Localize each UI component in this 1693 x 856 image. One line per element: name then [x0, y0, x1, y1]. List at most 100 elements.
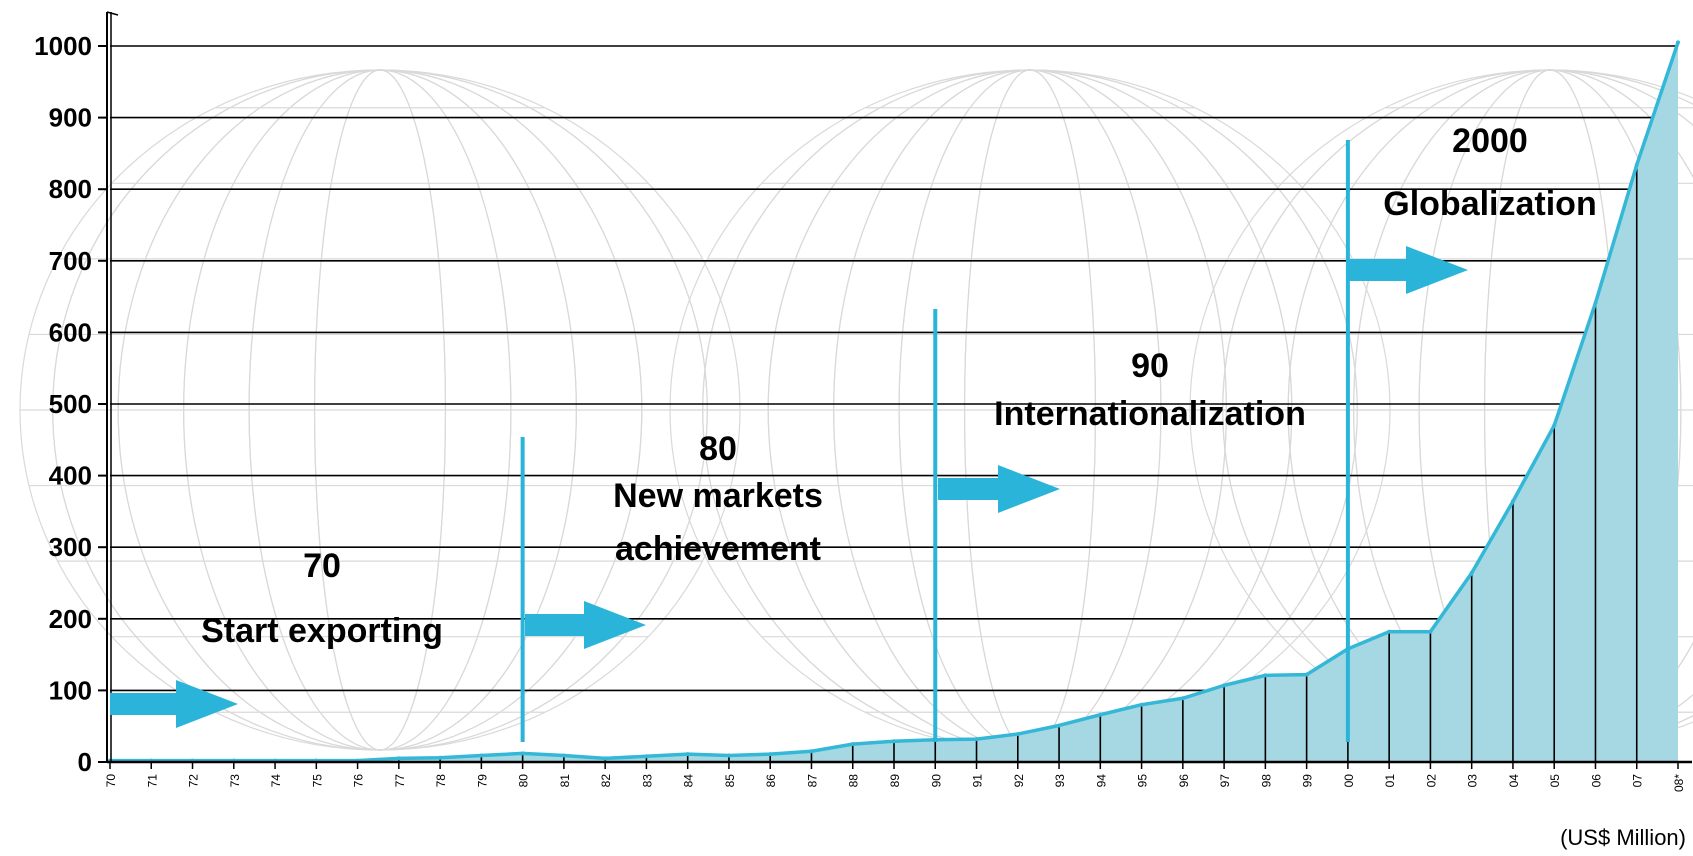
x-tick-label: 89 [888, 774, 902, 788]
x-tick-label: 82 [599, 774, 613, 788]
data-point [520, 751, 525, 756]
x-tick-label: 91 [971, 774, 985, 788]
world-map-background [19, 69, 1693, 751]
x-tick-label: 88 [847, 774, 861, 788]
x-tick-label: 87 [805, 774, 819, 788]
data-point [1139, 702, 1144, 707]
x-tick-label: 01 [1383, 774, 1397, 788]
era-arrow [938, 465, 1060, 513]
x-tick-label: 03 [1466, 774, 1480, 788]
x-tick-label: 93 [1053, 774, 1067, 788]
x-tick-label: 04 [1507, 774, 1521, 788]
data-point [974, 737, 979, 742]
data-point [1263, 673, 1268, 678]
x-tick-label: 96 [1177, 774, 1191, 788]
data-point [1552, 423, 1557, 428]
x-tick-label: 99 [1301, 774, 1315, 788]
y-tick-label: 1000 [34, 31, 92, 61]
data-point [1593, 301, 1598, 306]
data-point [1098, 712, 1103, 717]
data-point [1015, 732, 1020, 737]
era-title-label: Start exporting [201, 612, 443, 650]
area-fill [110, 42, 1678, 763]
data-point [726, 753, 731, 758]
data-point [479, 753, 484, 758]
era-arrow [1347, 246, 1468, 294]
era-year-label: 90 [1131, 347, 1169, 385]
era-title-label: Internationalization [994, 395, 1306, 433]
y-tick-label: 900 [49, 103, 92, 133]
data-point [1428, 629, 1433, 634]
data-point [685, 752, 690, 757]
data-point [438, 755, 443, 760]
data-point [1057, 723, 1062, 728]
data-point [768, 752, 773, 757]
y-tick-label: 0 [78, 747, 92, 777]
era-year-label: 70 [303, 547, 341, 585]
y-tick-label: 700 [49, 246, 92, 276]
y-axis-top-edge [106, 11, 119, 16]
data-point [561, 753, 566, 758]
y-tick-label: 400 [49, 461, 92, 491]
x-tick-label: 02 [1424, 774, 1438, 788]
data-point [1304, 672, 1309, 677]
x-tick-label: 90 [929, 774, 943, 788]
x-tick-label: 74 [269, 774, 283, 788]
x-tick-label: 79 [475, 774, 489, 788]
x-tick-label: 80 [517, 774, 531, 788]
x-tick-label: 08* [1672, 774, 1686, 792]
gridlines [110, 45, 1678, 692]
y-tick-label: 300 [49, 532, 92, 562]
era-arrow [525, 601, 646, 649]
x-tick-label: 94 [1094, 774, 1108, 788]
x-tick-label: 70 [104, 774, 118, 788]
x-tick-label: 71 [145, 774, 159, 788]
x-tick-label: 72 [187, 774, 201, 788]
x-tick-label: 97 [1218, 774, 1232, 788]
era-year-label: 2000 [1452, 122, 1528, 160]
era-title-label: achievement [615, 530, 821, 568]
data-point [644, 754, 649, 759]
data-point [1387, 629, 1392, 634]
y-tick-label: 800 [49, 174, 92, 204]
x-tick-label: 84 [682, 774, 696, 788]
era-title-label: New markets [613, 477, 823, 515]
data-point [850, 742, 855, 747]
y-tick-label: 500 [49, 389, 92, 419]
y-tick-label: 100 [49, 675, 92, 705]
data-point [603, 756, 608, 761]
data-point [1510, 499, 1515, 504]
data-point [1469, 570, 1474, 575]
x-tick-label: 81 [558, 774, 572, 788]
data-point [892, 739, 896, 744]
unit-label: (US$ Million) [1560, 825, 1686, 850]
x-tick-label: 86 [764, 774, 778, 788]
x-tick-label: 05 [1548, 774, 1562, 788]
y-tick-label: 600 [49, 317, 92, 347]
era-title-label: Globalization [1383, 185, 1596, 223]
data-point [1634, 162, 1639, 167]
y-axis-ticks: 0 100 200 300 400 500 600 700 800 900 1000 [34, 31, 107, 777]
data-point [1676, 40, 1680, 45]
x-tick-label: 83 [640, 774, 654, 788]
drop-lines [150, 164, 1638, 762]
data-point [396, 756, 401, 761]
x-tick-label: 85 [723, 774, 737, 788]
x-tick-label: 76 [352, 774, 366, 788]
x-tick-label: 78 [434, 774, 448, 788]
x-tick-label: 75 [310, 774, 324, 788]
x-tick-label: 92 [1012, 774, 1026, 788]
x-tick-label: 98 [1259, 774, 1273, 788]
data-point [1180, 696, 1185, 701]
x-tick-label: 07 [1631, 774, 1645, 788]
x-tick-label: 95 [1136, 774, 1150, 788]
x-tick-label: 73 [228, 774, 242, 788]
era-annotations: 70 Start exporting 80 New markets achievemen… [110, 122, 1597, 742]
x-tick-label: 00 [1342, 774, 1356, 788]
x-axis-ticks: 70 71 72 73 74 75 76 77 78 79 80 81 82 83 84 85 86 87 88 89… [104, 762, 1686, 792]
x-tick-label: 06 [1589, 774, 1603, 788]
era-arrow [110, 680, 238, 728]
x-tick-label: 77 [393, 774, 407, 788]
era-year-label: 80 [699, 430, 737, 468]
